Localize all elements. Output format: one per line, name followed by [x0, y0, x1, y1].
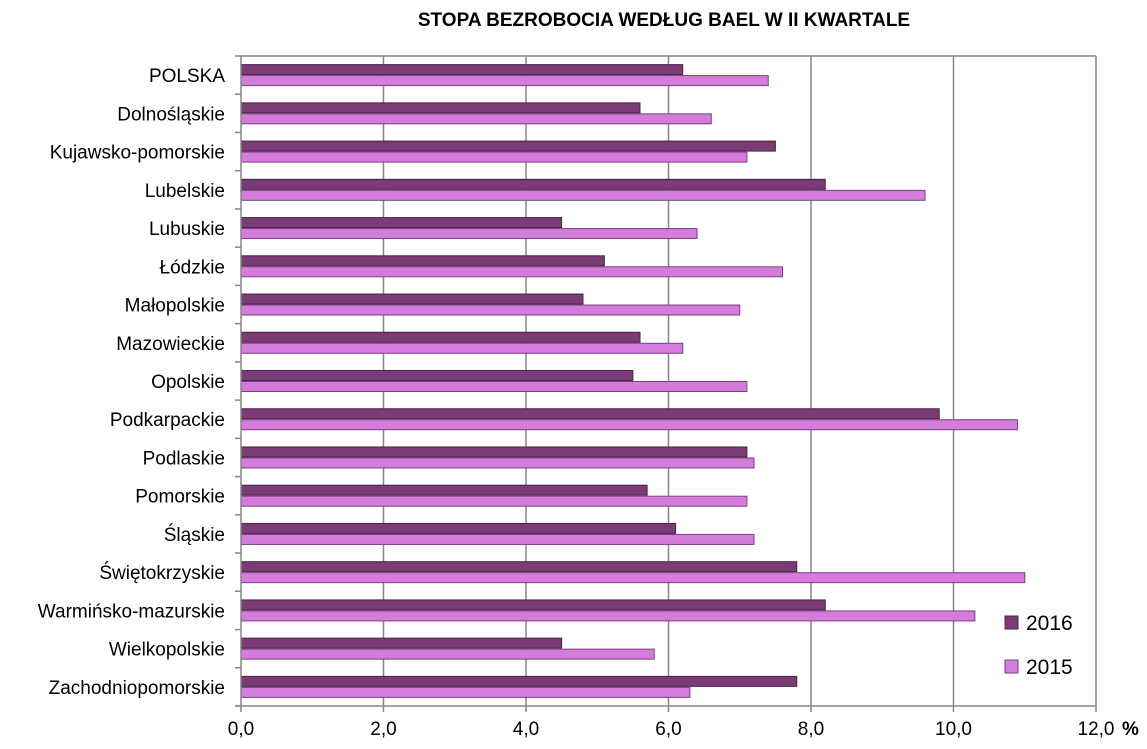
bar-2016: [240, 140, 776, 152]
bars: [240, 64, 1026, 698]
category-label: Podkarpackie: [110, 410, 225, 431]
bar-2016: [240, 522, 677, 534]
bar-2016: [240, 408, 940, 420]
category-label: Warmińsko-mazurskie: [38, 601, 225, 622]
bar-2015: [240, 75, 769, 87]
bar-2016: [240, 599, 826, 611]
legend-swatch-2015: [1004, 659, 1019, 674]
bar-2015: [240, 648, 655, 660]
category-label: Lubuskie: [149, 219, 225, 240]
bar-2016: [240, 102, 641, 114]
bar-2015: [240, 228, 698, 240]
bar-2015: [240, 610, 976, 622]
bar-2015: [240, 495, 748, 507]
category-label: Opolskie: [151, 372, 225, 393]
bar-2016: [240, 331, 641, 343]
x-axis-unit-label: %: [1122, 719, 1139, 740]
legend-label: 2016: [1026, 612, 1073, 635]
category-label: Lubelskie: [145, 181, 225, 202]
bar-2016: [240, 255, 605, 267]
bar-2016: [240, 446, 748, 458]
category-label: Świętokrzyskie: [99, 562, 225, 584]
bar-2015: [240, 189, 926, 201]
x-tick-label: 8,0: [798, 719, 824, 740]
bar-2015: [240, 304, 741, 316]
grid-lines: [241, 55, 1097, 706]
bar-2016: [240, 64, 684, 76]
category-label: Podlaskie: [143, 448, 225, 469]
x-tick-label: 4,0: [513, 719, 539, 740]
bar-2016: [240, 178, 826, 190]
bar-2016: [240, 484, 648, 496]
category-label: Mazowieckie: [116, 334, 225, 355]
bar-2015: [240, 151, 748, 163]
bar-2015: [240, 342, 684, 354]
x-tick-label: 10,0: [935, 719, 972, 740]
bar-2015: [240, 686, 691, 698]
legend: 2016 2015: [1004, 612, 1073, 679]
category-label: Kujawsko-pomorskie: [50, 143, 225, 164]
category-label: Pomorskie: [135, 487, 225, 508]
category-label: Małopolskie: [125, 296, 225, 317]
category-label: POLSKA: [149, 66, 225, 87]
bar-2015: [240, 457, 755, 469]
axes: 0,0 2,0 4,0 6,0 8,0 10,0 12,0 % POLSKA Dolnośląsk…: [38, 55, 1139, 740]
bar-2015: [240, 419, 1019, 431]
x-tick-label: 0,0: [228, 719, 254, 740]
category-label: Wielkopolskie: [109, 640, 225, 661]
category-label: Zachodniopomorskie: [49, 678, 225, 699]
x-tick-label: 2,0: [370, 719, 396, 740]
bar-2015: [240, 572, 1026, 584]
bar-2016: [240, 675, 798, 687]
category-label: Łódzkie: [160, 257, 226, 278]
bar-2015: [240, 381, 748, 392]
category-label: Śląskie: [164, 524, 225, 546]
bar-2016: [240, 293, 584, 305]
bar-2016: [240, 217, 563, 229]
bar-2016: [240, 370, 634, 381]
bar-2015: [240, 533, 755, 545]
chart-title: STOPA BEZROBOCIA WEDŁUG BAEL W II KWARTA…: [418, 10, 910, 31]
bar-2015: [240, 113, 712, 125]
legend-label: 2015: [1026, 656, 1073, 679]
bar-2015: [240, 266, 783, 278]
x-tick-label: 6,0: [655, 719, 681, 740]
category-label: Dolnośląskie: [117, 104, 225, 125]
legend-swatch-2016: [1004, 615, 1019, 630]
bar-2016: [240, 561, 798, 573]
bar-2016: [240, 637, 563, 649]
x-tick-label: 12,0: [1078, 719, 1115, 740]
